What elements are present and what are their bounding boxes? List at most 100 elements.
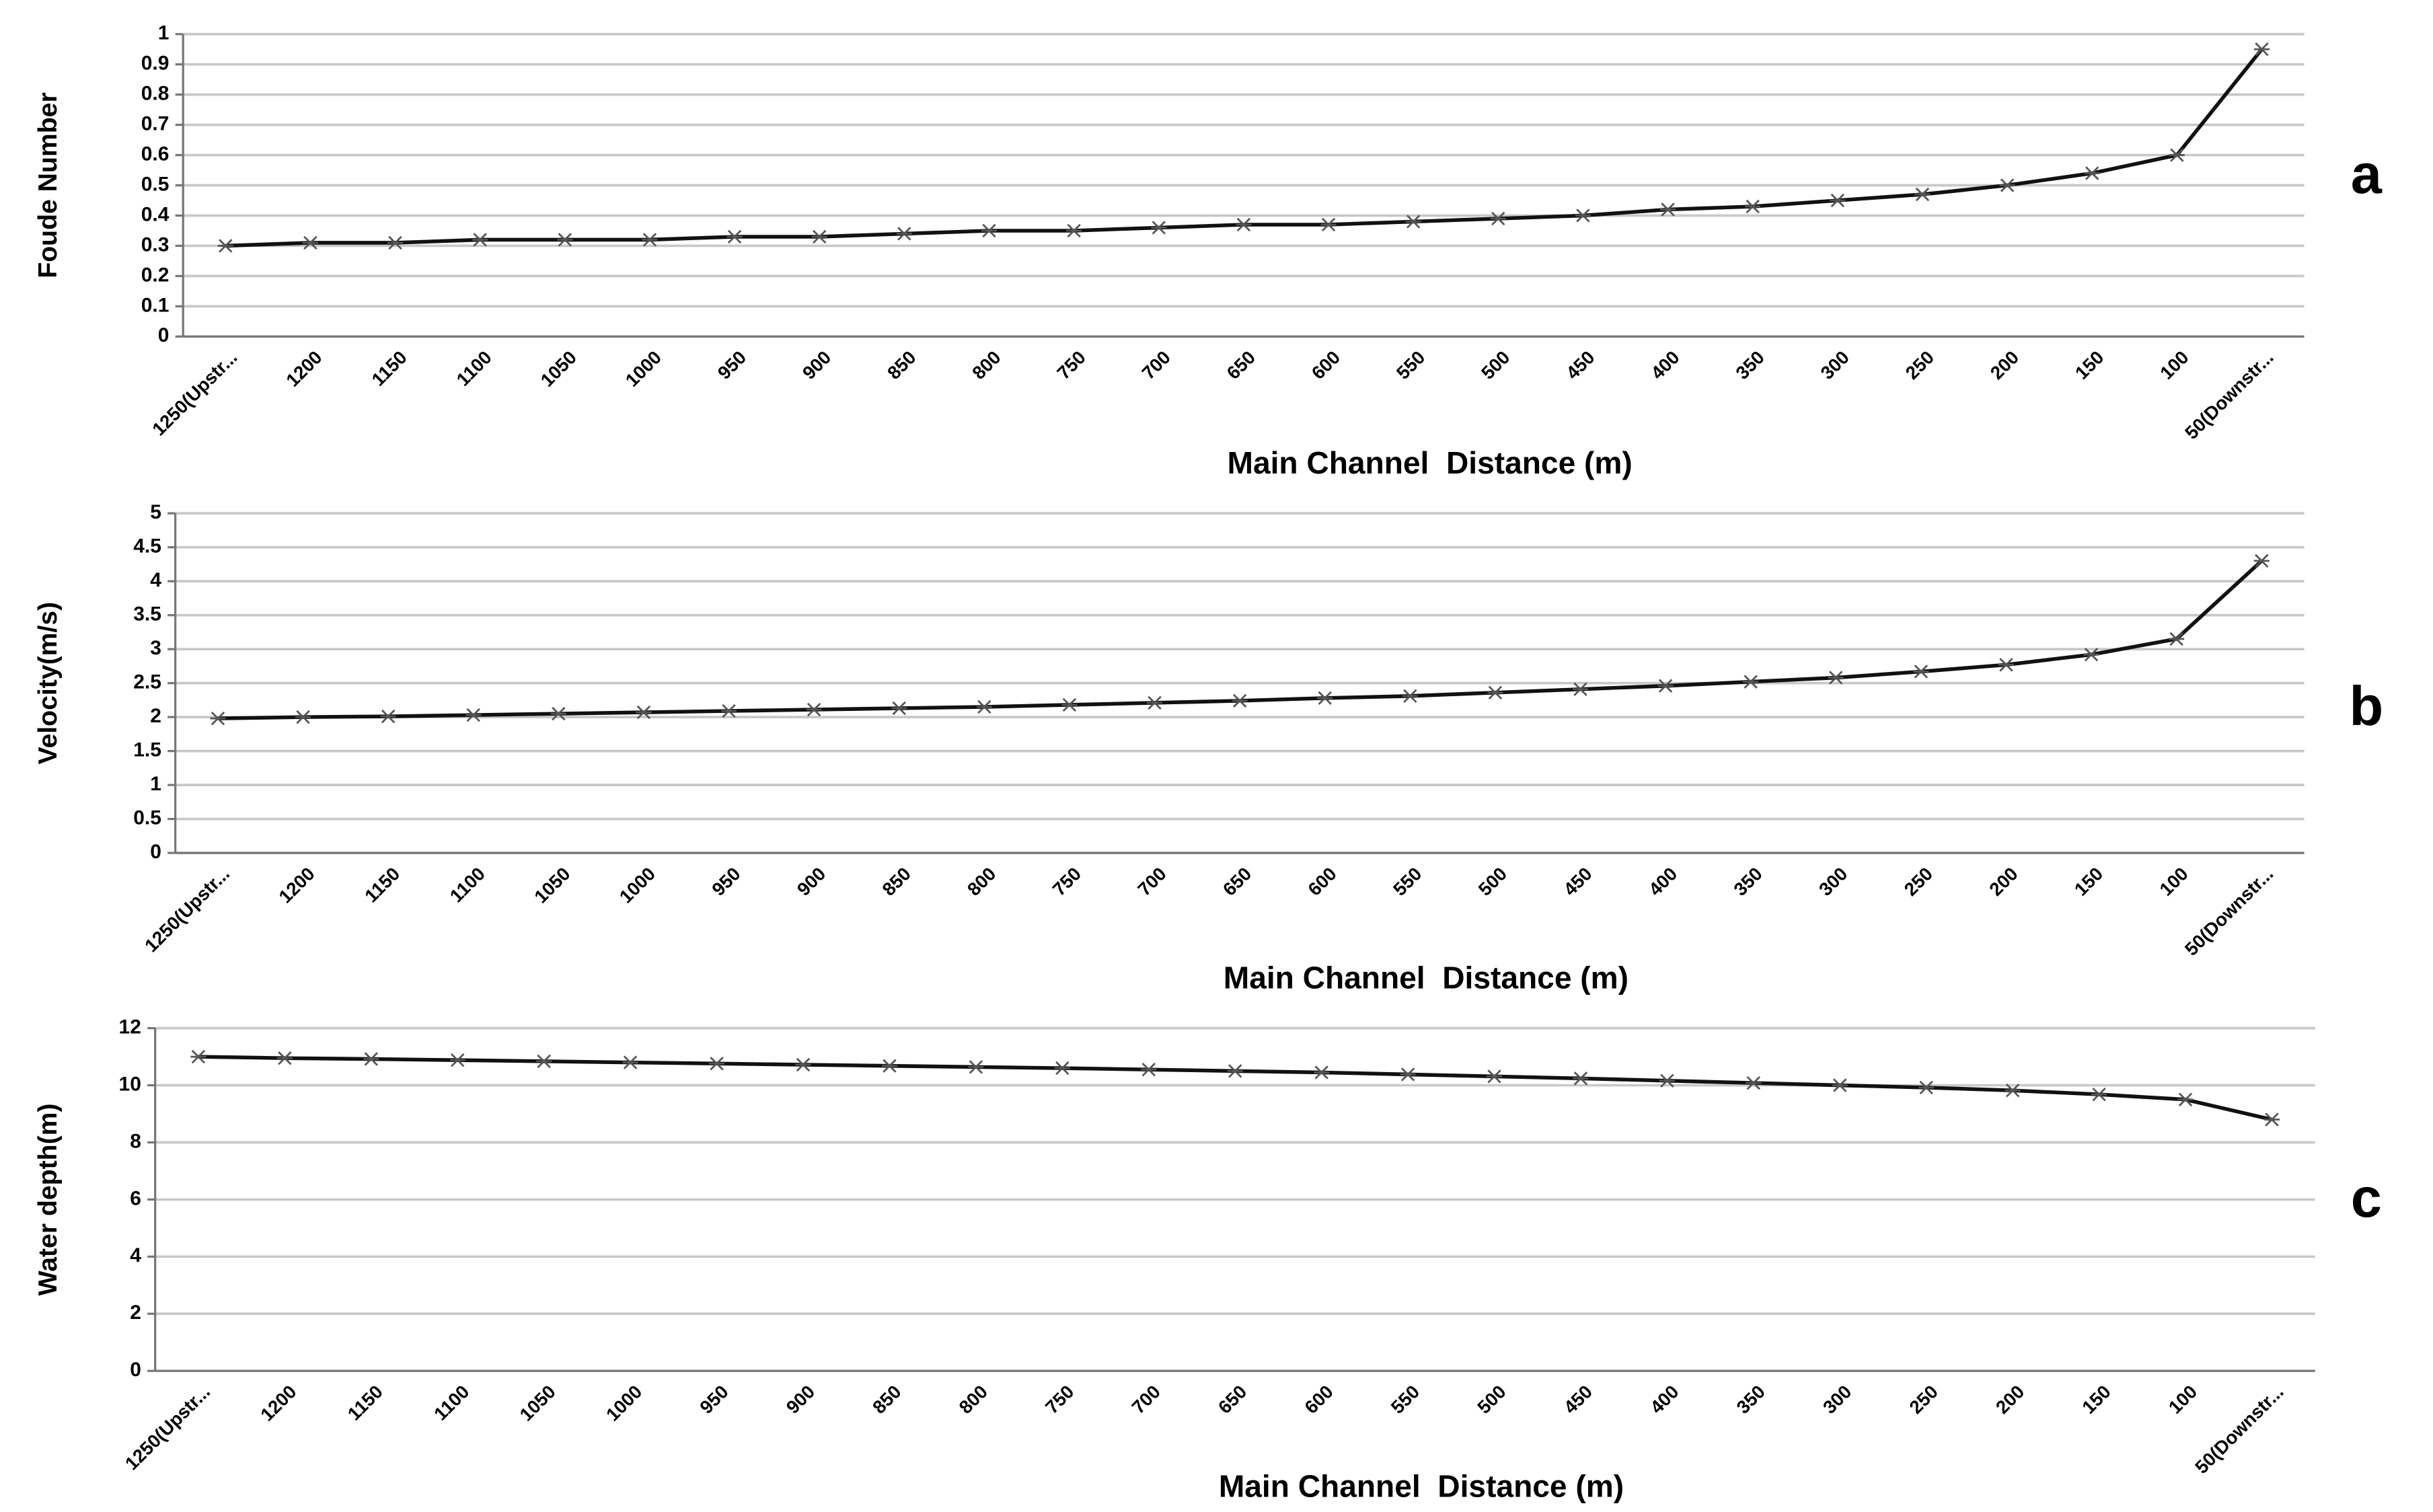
marker	[726, 229, 743, 244]
x-tick-label: 550	[1387, 1381, 1424, 1418]
marker	[881, 1059, 897, 1073]
y-tick-label: 2	[150, 705, 161, 727]
marker	[968, 1060, 984, 1074]
x-tick-label: 1100	[430, 1381, 473, 1424]
x-tick-label: 900	[782, 1381, 819, 1418]
y-tick-label: 0.7	[141, 113, 170, 135]
marker	[217, 239, 233, 253]
marker	[1832, 1078, 1848, 1092]
x-tick-label: 950	[708, 863, 745, 900]
x-tick-label: 1050	[515, 1381, 559, 1425]
marker	[295, 710, 311, 724]
x-tick-label: 200	[1985, 863, 2022, 900]
x-tick-label: 1200	[282, 346, 326, 390]
marker	[550, 706, 566, 721]
x-tick-label: 50(Downstr...	[2181, 863, 2278, 960]
x-tick-label: 200	[1992, 1381, 2029, 1418]
x-tick-label: 250	[1905, 1381, 1942, 1418]
x-tick-label: 1250(Upstr...	[148, 346, 241, 439]
marker	[1914, 187, 1931, 202]
x-tick-label: 1200	[256, 1381, 300, 1425]
y-tick-label: 0.5	[141, 173, 170, 195]
marker	[720, 704, 737, 718]
marker	[636, 705, 652, 720]
x-tick-label: 750	[1049, 863, 1086, 900]
y-tick-label: 3.5	[133, 603, 161, 626]
x-tick-label: 1000	[615, 863, 659, 907]
marker	[2177, 1092, 2194, 1106]
y-tick-label: 0	[130, 1359, 141, 1381]
x-tick-label: 300	[1816, 346, 1853, 383]
marker	[465, 708, 482, 722]
marker	[1317, 691, 1333, 706]
marker	[2253, 554, 2270, 568]
y-tick-label: 0	[150, 841, 161, 863]
x-tick-label: 450	[1560, 1381, 1597, 1418]
marker	[2005, 1084, 2021, 1098]
marker	[1659, 1073, 1675, 1088]
marker	[380, 709, 396, 724]
y-tick-label: 10	[119, 1073, 141, 1095]
y-tick-label: 4	[130, 1244, 141, 1267]
marker	[1400, 1067, 1416, 1082]
y-axis-title: Velocity(m/s)	[34, 602, 63, 765]
panel-label: a	[2351, 143, 2383, 205]
x-tick-label: 500	[1477, 346, 1514, 383]
marker	[1066, 223, 1082, 238]
x-tick-label: 850	[868, 1381, 905, 1418]
x-tick-label: 850	[883, 346, 920, 383]
marker	[2253, 42, 2270, 56]
marker	[2091, 1087, 2107, 1102]
y-tick-label: 5	[150, 501, 161, 523]
data-line	[198, 1055, 2273, 1122]
x-axis-title: Main Channel Distance (m)	[1219, 1469, 1624, 1504]
x-tick-label: 400	[1645, 863, 1682, 900]
marker	[2263, 1112, 2280, 1127]
marker	[1745, 199, 1761, 214]
x-tick-label: 650	[1223, 346, 1260, 383]
x-tick-label: 850	[878, 863, 915, 900]
x-tick-label: 250	[1900, 863, 1937, 900]
y-tick-label: 1	[158, 22, 170, 44]
x-tick-label: 50(Downstr...	[2181, 346, 2278, 443]
y-axis-title: Water depth(m)	[34, 1103, 63, 1295]
x-tick-label: 300	[1815, 863, 1852, 900]
marker	[2169, 632, 2185, 646]
marker	[2169, 148, 2185, 162]
y-tick-label: 1.5	[133, 739, 161, 761]
x-tick-label: 1050	[537, 346, 581, 390]
y-tick-label: 0.9	[141, 52, 170, 75]
marker	[891, 701, 907, 716]
y-tick-label: 2.5	[133, 671, 161, 693]
x-tick-label: 500	[1474, 863, 1511, 900]
x-tick-label: 100	[2156, 346, 2193, 383]
marker	[387, 235, 404, 250]
marker	[1830, 193, 1846, 208]
x-tick-label: 1150	[361, 863, 404, 906]
y-tick-label: 12	[119, 1016, 141, 1038]
chart-panel: 0 2 4 6 8 10 12 1250(Upstr... 1200 1150 1100 1050 10…	[34, 1016, 2382, 1504]
x-tick-label: 1050	[530, 863, 574, 907]
marker	[1999, 178, 2015, 192]
x-tick-label: 1150	[367, 346, 410, 389]
y-tick-label: 8	[130, 1130, 141, 1152]
marker	[976, 700, 992, 714]
marker	[1660, 202, 1676, 217]
x-tick-label: 400	[1646, 1381, 1683, 1418]
x-tick-label: 1100	[446, 863, 489, 906]
marker	[1575, 209, 1591, 223]
x-tick-label: 600	[1300, 1381, 1337, 1418]
marker	[302, 235, 318, 250]
marker	[1746, 1075, 1762, 1090]
marker	[276, 1051, 293, 1065]
y-tick-label: 0.8	[141, 83, 170, 105]
x-tick-label: 600	[1308, 346, 1345, 383]
y-tick-label: 0.4	[141, 203, 170, 225]
y-tick-label: 0.6	[141, 143, 170, 165]
x-tick-label: 450	[1562, 346, 1599, 383]
x-tick-label: 1200	[274, 863, 318, 907]
marker	[1402, 689, 1418, 704]
marker	[1572, 682, 1589, 696]
x-tick-label: 800	[963, 863, 1000, 900]
y-tick-label: 0.3	[141, 233, 170, 256]
